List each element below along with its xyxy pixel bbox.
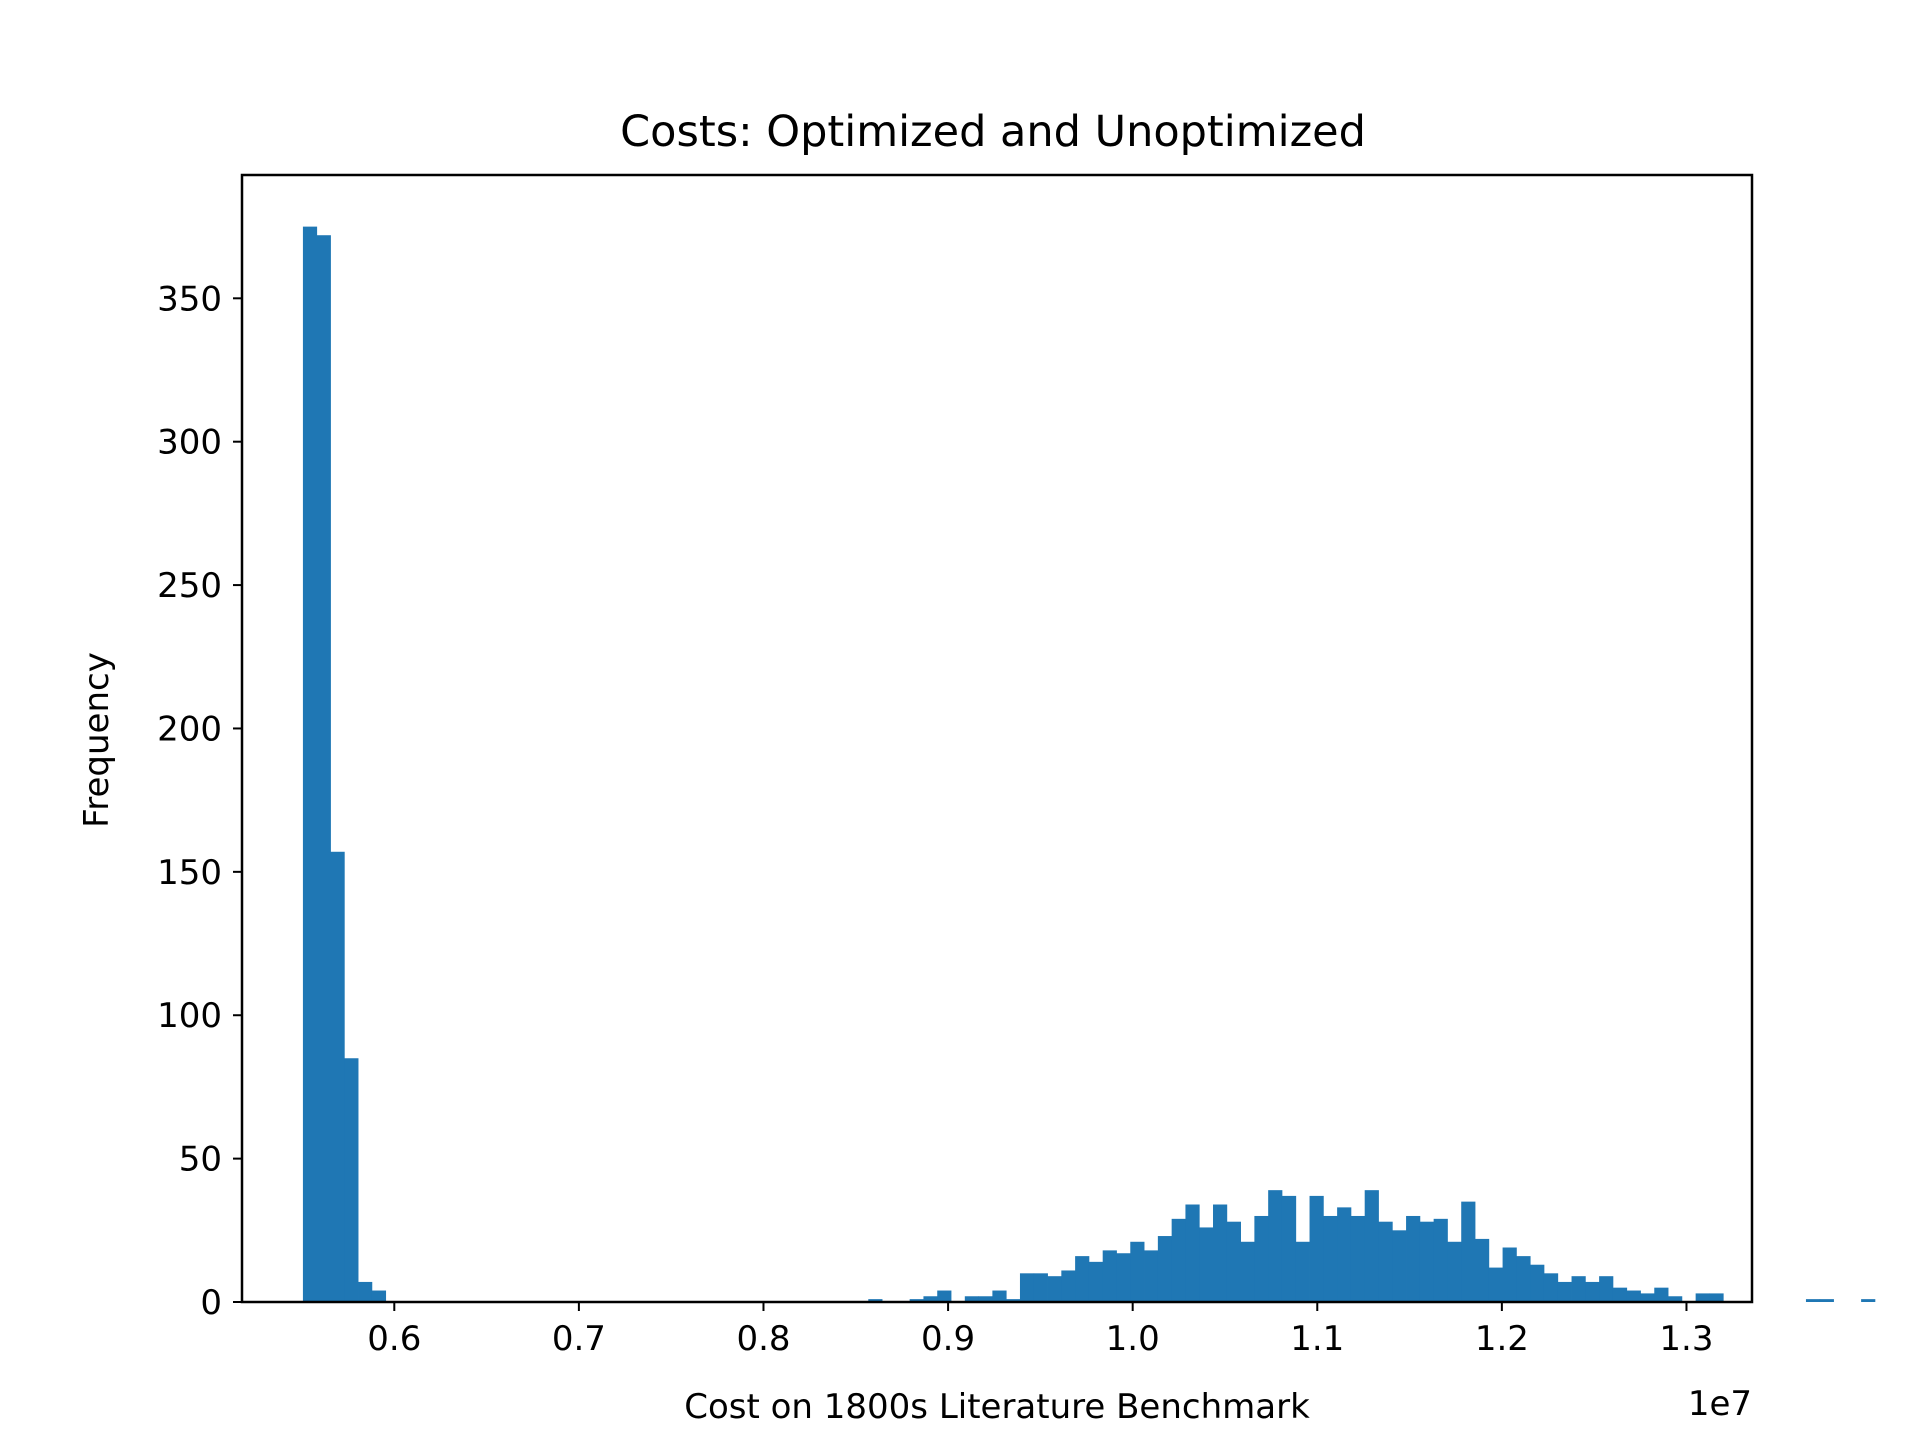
histogram-bar <box>1254 1215 1269 1302</box>
histogram-bar <box>1530 1264 1545 1302</box>
histogram-bar <box>1626 1290 1641 1302</box>
histogram-bar <box>1612 1287 1628 1302</box>
histogram-bar <box>1102 1250 1117 1302</box>
histogram-bar <box>1281 1195 1297 1302</box>
y-tick-label: 0 <box>200 1283 222 1323</box>
y-tick-label: 350 <box>157 279 222 319</box>
histogram-bar <box>358 1281 373 1302</box>
y-axis-label: Frequency <box>77 652 117 828</box>
histogram-bar <box>1226 1221 1241 1302</box>
x-tick-label: 1.2 <box>1475 1319 1529 1359</box>
y-tick-label: 100 <box>157 996 222 1036</box>
x-tick-label: 0.8 <box>736 1319 790 1359</box>
histogram-bar <box>1047 1276 1062 1302</box>
x-tick-label: 0.6 <box>367 1319 421 1359</box>
histogram-bar <box>1585 1281 1600 1302</box>
y-tick-label: 150 <box>157 853 222 893</box>
histogram-bar <box>1640 1293 1655 1302</box>
histogram-bar <box>1488 1267 1503 1302</box>
histogram-bar <box>1364 1190 1379 1302</box>
histogram-bar <box>1654 1287 1669 1302</box>
x-tick-label: 1.1 <box>1290 1319 1344 1359</box>
histogram-bar <box>1819 1299 1834 1302</box>
x-tick-label: 0.9 <box>921 1319 975 1359</box>
histogram-bar <box>1144 1250 1159 1302</box>
histogram-bar <box>1088 1261 1104 1302</box>
histogram-bar <box>1461 1201 1476 1302</box>
x-axis-offset-label: 1e7 <box>1688 1384 1752 1424</box>
histogram-bar <box>1805 1299 1821 1302</box>
histogram-bar <box>1006 1299 1021 1302</box>
histogram-bar <box>1295 1241 1310 1302</box>
histogram-bar <box>1213 1204 1228 1302</box>
x-tick-label: 0.7 <box>552 1319 606 1359</box>
histogram-bar <box>1240 1241 1255 1302</box>
histogram-bar <box>1571 1276 1586 1302</box>
histogram-bar <box>1033 1273 1048 1302</box>
histogram-bar <box>1695 1293 1710 1302</box>
histogram-bar <box>937 1290 952 1302</box>
histogram-bar <box>1516 1256 1531 1302</box>
histogram-bar <box>1019 1273 1035 1302</box>
histogram-bar <box>1447 1241 1462 1302</box>
histogram-bar <box>1419 1221 1435 1302</box>
y-tick-label: 250 <box>157 566 222 606</box>
y-tick-label: 200 <box>157 709 222 749</box>
histogram-bar <box>923 1296 938 1302</box>
histogram-bar <box>1185 1204 1200 1302</box>
chart-title: Costs: Optimized and Unoptimized <box>620 107 1366 157</box>
y-axis-ticks: 0 50 100 150 200 250 300 350 <box>157 279 242 1323</box>
x-axis-label: Cost on 1800s Literature Benchmark <box>684 1387 1310 1427</box>
histogram-bar <box>1433 1218 1448 1302</box>
histogram-bar <box>1668 1296 1683 1302</box>
histogram-bar <box>316 235 331 1303</box>
histogram-bar <box>1268 1190 1283 1302</box>
y-tick-label: 50 <box>179 1140 222 1180</box>
histogram-bar <box>1861 1299 1876 1302</box>
histogram-bar <box>1406 1215 1421 1302</box>
histogram-bar <box>1075 1256 1090 1302</box>
histogram-bar <box>1599 1276 1614 1302</box>
histogram-bar <box>978 1296 993 1302</box>
histogram-bar <box>1543 1273 1559 1302</box>
histogram-bar <box>1061 1270 1076 1302</box>
histogram-bar <box>330 851 345 1302</box>
histogram-bar <box>1557 1281 1572 1302</box>
histogram-bar <box>1199 1227 1214 1302</box>
histogram-bar <box>1378 1221 1393 1302</box>
histogram-bar <box>1116 1253 1131 1302</box>
histogram-bar <box>1157 1236 1173 1302</box>
histogram-bar <box>1309 1195 1324 1302</box>
histogram-bar <box>1709 1293 1724 1302</box>
histogram-bar <box>964 1296 979 1302</box>
histogram-bar <box>1337 1207 1352 1302</box>
histogram-bars <box>302 226 1876 1303</box>
histogram-bar <box>1475 1238 1490 1302</box>
x-tick-label: 1.3 <box>1659 1319 1713 1359</box>
histogram-bar <box>302 226 318 1302</box>
x-tick-label: 1.0 <box>1106 1319 1160 1359</box>
histogram-bar <box>1323 1215 1338 1302</box>
histogram-bar <box>1171 1218 1186 1302</box>
histogram-bar <box>1392 1230 1407 1302</box>
plot-frame <box>240 173 1754 1304</box>
y-tick-label: 300 <box>157 423 222 463</box>
histogram-bar <box>1502 1247 1517 1302</box>
histogram-bar <box>868 1299 883 1302</box>
histogram-bar <box>1130 1241 1145 1302</box>
histogram-bar <box>371 1290 387 1302</box>
histogram-bar <box>909 1299 924 1302</box>
x-axis-ticks: 0.6 0.7 0.8 0.9 1.0 1.1 1.2 1.3 <box>367 1302 1714 1359</box>
histogram-bar <box>344 1058 359 1302</box>
histogram-bar <box>1350 1215 1366 1302</box>
histogram-bar <box>992 1290 1007 1302</box>
